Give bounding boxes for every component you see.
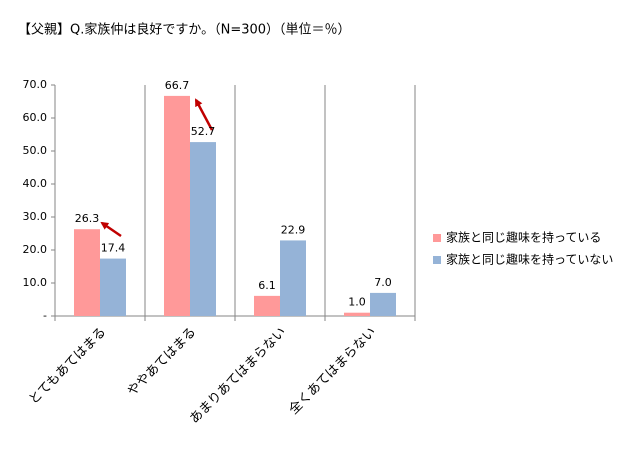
y-tick-label: - bbox=[43, 309, 47, 322]
y-tick-label: 60.0 bbox=[23, 111, 48, 124]
bar bbox=[190, 142, 216, 316]
bar bbox=[164, 95, 190, 316]
bar bbox=[74, 229, 100, 316]
bar bbox=[370, 292, 396, 316]
chart-title: 【父親】Q.家族仲は良好ですか。（N=300）（単位＝％） bbox=[18, 22, 351, 38]
x-tick-group: ややあてはまる bbox=[125, 325, 200, 400]
arrow bbox=[194, 98, 214, 131]
x-tick-group: とてもあてはまる bbox=[26, 325, 109, 408]
legend-swatch bbox=[433, 234, 441, 242]
y-tick-label: 10.0 bbox=[23, 276, 48, 289]
value-label: 1.0 bbox=[348, 296, 366, 309]
y-tick-label: 40.0 bbox=[23, 177, 48, 190]
legend-label: 家族と同じ趣味を持っていない bbox=[446, 252, 613, 267]
bar bbox=[344, 312, 370, 316]
value-label: 52.7 bbox=[191, 125, 216, 138]
value-label: 7.0 bbox=[374, 276, 392, 289]
x-tick-group: あまりあてはまらない bbox=[187, 325, 289, 427]
value-label: 17.4 bbox=[101, 242, 126, 255]
arrow bbox=[100, 221, 122, 238]
y-tick-label: 20.0 bbox=[23, 243, 48, 256]
y-tick-label: 30.0 bbox=[23, 210, 48, 223]
x-tick-group: 全くあてはまらない bbox=[286, 324, 380, 418]
legend-swatch bbox=[433, 256, 441, 264]
legend-label: 家族と同じ趣味を持っている bbox=[446, 230, 601, 245]
bar bbox=[280, 240, 306, 316]
value-label: 6.1 bbox=[258, 279, 276, 292]
bar bbox=[254, 295, 280, 316]
x-tick-label: あまりあてはまらない bbox=[187, 325, 289, 427]
value-label: 66.7 bbox=[165, 79, 190, 92]
y-tick-label: 70.0 bbox=[23, 78, 48, 91]
x-tick-label: ややあてはまる bbox=[125, 325, 200, 400]
y-tick-label: 50.0 bbox=[23, 144, 48, 157]
bar bbox=[100, 258, 126, 316]
value-label: 22.9 bbox=[281, 223, 306, 236]
value-label: 26.3 bbox=[75, 212, 100, 225]
x-tick-label: とてもあてはまる bbox=[26, 325, 109, 408]
x-tick-label: 全くあてはまらない bbox=[286, 324, 380, 418]
